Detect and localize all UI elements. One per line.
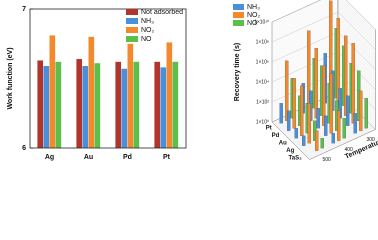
y-tick-label: 1×10⁰ <box>256 119 269 125</box>
grid-line <box>271 11 376 50</box>
x-tick-label: Au <box>84 154 93 161</box>
z-tick-label: 400 <box>345 147 354 153</box>
legend-label: NO₂ <box>141 27 155 34</box>
y-tick-label: 1×10¹⁰ <box>254 19 269 25</box>
y-tick-label: 1×10⁶ <box>256 59 269 65</box>
bar <box>121 68 128 148</box>
x-tick-label: Ag <box>286 148 294 154</box>
bar <box>94 63 101 148</box>
x-tick-label: Pt <box>163 154 171 161</box>
bar <box>279 103 283 124</box>
y-axis-title: Work function (eV) <box>7 47 14 109</box>
x-tick-label: Pt <box>266 125 272 131</box>
bar <box>300 85 304 136</box>
y-tick-label: 6 <box>22 145 26 152</box>
legend-label: Not adsorbed <box>141 9 183 16</box>
x-tick-label: Ag <box>45 154 54 161</box>
bar <box>160 67 167 148</box>
x-tick-label: Pd <box>123 154 132 161</box>
y-tick-label: 1×10² <box>256 99 269 105</box>
legend-swatch <box>233 12 244 18</box>
bar <box>324 115 328 136</box>
bar <box>331 133 335 144</box>
legend-swatch <box>126 18 138 24</box>
bar <box>346 95 350 126</box>
grid-line <box>271 0 376 30</box>
bar <box>315 130 319 151</box>
bar <box>154 61 161 148</box>
bar <box>55 61 62 148</box>
x-tick-label: Pd <box>272 133 280 139</box>
x-tick-label: TaS₂ <box>289 155 303 161</box>
legend-label: NH₃ <box>247 4 260 11</box>
legend-label: NH₃ <box>141 18 154 25</box>
z-tick-label: 300 <box>367 137 376 143</box>
bar <box>329 73 333 134</box>
legend-swatch <box>126 27 138 33</box>
x-tick-label: Au <box>279 140 287 146</box>
legend-label: NO <box>141 36 152 43</box>
bar <box>292 78 296 129</box>
bar <box>302 135 306 146</box>
bar <box>337 110 341 141</box>
bar <box>364 98 368 129</box>
bar <box>316 108 320 129</box>
bar <box>307 103 311 144</box>
bar <box>88 36 95 148</box>
bar <box>344 35 348 116</box>
z-tick-label: 500 <box>323 157 332 163</box>
bar <box>353 113 357 134</box>
bar <box>76 59 83 148</box>
legend-swatch <box>126 36 138 42</box>
bar <box>285 60 289 121</box>
bar <box>49 35 56 148</box>
bar <box>37 60 44 148</box>
bar <box>166 42 173 148</box>
bar <box>322 65 326 126</box>
legend-label: NO₂ <box>247 12 261 19</box>
bar <box>320 138 324 149</box>
bar <box>294 128 298 139</box>
bar <box>342 118 346 139</box>
y-tick-label: 1×10⁴ <box>256 79 269 85</box>
bar <box>172 61 179 148</box>
bar <box>82 65 89 148</box>
plot-frame <box>29 8 187 149</box>
y-tick-label: 1×10⁸ <box>256 39 269 45</box>
legend-swatch <box>233 4 244 10</box>
legend-swatch <box>233 20 244 26</box>
bar <box>115 61 122 148</box>
bar <box>359 90 363 131</box>
bar <box>314 48 318 119</box>
y-tick-label: 7 <box>22 6 26 13</box>
bar <box>133 61 140 148</box>
bar <box>127 43 134 148</box>
y-axis-title: Recovery time (s) <box>234 43 241 101</box>
legend-swatch <box>126 9 138 15</box>
bar <box>287 110 291 131</box>
legend-label: NO <box>247 20 258 27</box>
bar <box>351 43 355 124</box>
bar <box>43 65 50 148</box>
